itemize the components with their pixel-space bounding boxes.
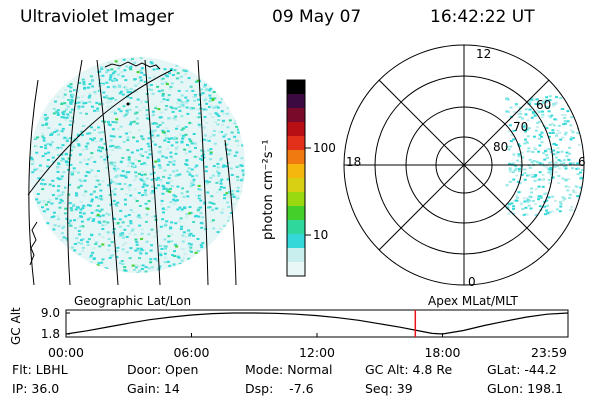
gcalt-info: GC Alt: 4.8 Re: [365, 362, 453, 377]
timeline-ylabel: GC Alt: [9, 307, 23, 345]
geographic-image: [27, 57, 245, 286]
time-label: 16:42:22 UT: [430, 7, 535, 27]
polar-plot: [343, 44, 585, 286]
seq-info: Seq: 39: [365, 381, 413, 396]
altitude-curve: [65, 312, 569, 335]
colorbar-cell: [287, 234, 305, 249]
glon-info: GLon: 198.1: [487, 381, 563, 396]
geographic-label: Geographic Lat/Lon: [74, 294, 192, 308]
meridian-line: [67, 59, 83, 286]
meridian-line: [224, 139, 237, 286]
colorbar-cell: [287, 164, 305, 179]
altitude-timeline: 00:00 06:00 12:00 18:00 23:59 9.0 1.8: [41, 306, 569, 360]
timeline-tick-label: 00:00: [48, 345, 84, 360]
glat-info: GLat: -44.2: [487, 362, 557, 377]
mlt-label-18: 18: [346, 155, 362, 169]
coastline: [104, 61, 161, 70]
colorbar-cell: [287, 248, 305, 263]
colorbar-cell: [287, 136, 305, 151]
colorbar-cell: [287, 206, 305, 221]
lat-label-60: 60: [536, 98, 552, 112]
meridian-line: [197, 59, 209, 286]
colorbar-units: photon cm⁻²s⁻¹: [261, 139, 276, 240]
apex-label: Apex MLat/MLT: [428, 294, 518, 308]
meridian-line: [28, 79, 39, 286]
filter-info: Flt: LBHL: [12, 362, 68, 377]
mlt-label-12: 12: [476, 47, 492, 61]
colorbar-cell: [287, 80, 305, 95]
mlt-label-0: 0: [468, 275, 476, 289]
colorbar-cell: [287, 122, 305, 137]
timeline-tick-label: 18:00: [424, 345, 460, 360]
meridian-line: [144, 59, 161, 286]
latitude-line: [27, 69, 173, 196]
island-marker: [126, 102, 130, 106]
colorbar-cell: [287, 108, 305, 123]
colorbar-cell: [287, 220, 305, 235]
door-info: Door: Open: [127, 362, 199, 377]
ip-info: IP: 36.0: [12, 381, 60, 396]
timeline-tick-label: 06:00: [173, 345, 209, 360]
timeline-ytick-label: 1.8: [41, 327, 60, 341]
colorbar-cell: [287, 178, 305, 193]
colorbar-tick-label: 100: [313, 141, 336, 155]
colorbar-tick-label: 10: [313, 228, 329, 242]
colorbar-cell: [287, 192, 305, 207]
timeline-tick-label: 12:00: [299, 345, 335, 360]
colorbar-cell: [287, 94, 305, 109]
colorbar-cell: [287, 150, 305, 165]
date-label: 09 May 07: [272, 7, 362, 27]
meridian-line: [96, 59, 119, 286]
gain-info: Gain: 14: [127, 381, 180, 396]
timeline-tick-label: 23:59: [531, 345, 567, 360]
colorbar: [286, 79, 311, 277]
dsp-info: Dsp: -7.6: [245, 381, 314, 396]
lat-label-80: 80: [493, 140, 509, 154]
coastline: [29, 221, 38, 266]
instrument-title: Ultraviolet Imager: [20, 7, 174, 27]
mode-info: Mode: Normal: [245, 362, 333, 377]
polar-axis: [378, 79, 550, 251]
mlt-label-6: 6: [578, 155, 586, 169]
lat-label-70: 70: [513, 120, 529, 134]
colorbar-cell: [287, 262, 305, 277]
timeline-ytick-label: 9.0: [41, 306, 60, 320]
